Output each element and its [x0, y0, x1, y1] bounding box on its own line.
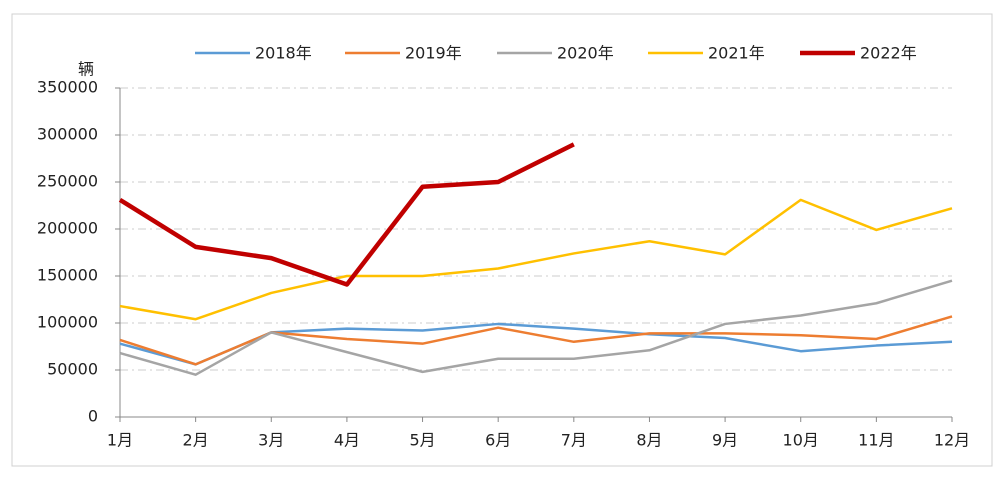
x-tick-label: 12月: [934, 431, 970, 450]
series-line: [119, 315, 953, 366]
y-unit-label: 辆: [78, 60, 94, 79]
y-tick-label: 300000: [37, 125, 98, 144]
x-tick-label: 11月: [858, 431, 894, 450]
series-line: [119, 198, 953, 321]
x-tick-label: 8月: [636, 431, 662, 450]
x-tick-label: 3月: [258, 431, 284, 450]
legend-label: 2018年: [255, 44, 312, 63]
legend-label: 2022年: [860, 44, 917, 63]
legend-label: 2020年: [557, 44, 614, 63]
y-tick-label: 150000: [37, 266, 98, 285]
x-tick-label: 5月: [409, 431, 435, 450]
series-line: [119, 279, 953, 376]
y-tick-label: 50000: [47, 360, 98, 379]
x-tick-label: 10月: [783, 431, 819, 450]
x-tick-label: 6月: [485, 431, 511, 450]
legend-label: 2019年: [405, 44, 462, 63]
y-tick-label: 0: [88, 407, 98, 426]
x-tick-label: 4月: [334, 431, 360, 450]
y-tick-label: 350000: [37, 78, 98, 97]
y-tick-label: 250000: [37, 172, 98, 191]
chart-border: [11, 13, 993, 467]
series-line: [118, 142, 575, 287]
x-tick-label: 7月: [561, 431, 587, 450]
legend-label: 2021年: [708, 44, 765, 63]
x-tick-label: 1月: [107, 431, 133, 450]
x-tick-label: 2月: [183, 431, 209, 450]
x-tick-label: 9月: [712, 431, 738, 450]
y-tick-label: 100000: [37, 313, 98, 332]
y-tick-label: 200000: [37, 219, 98, 238]
